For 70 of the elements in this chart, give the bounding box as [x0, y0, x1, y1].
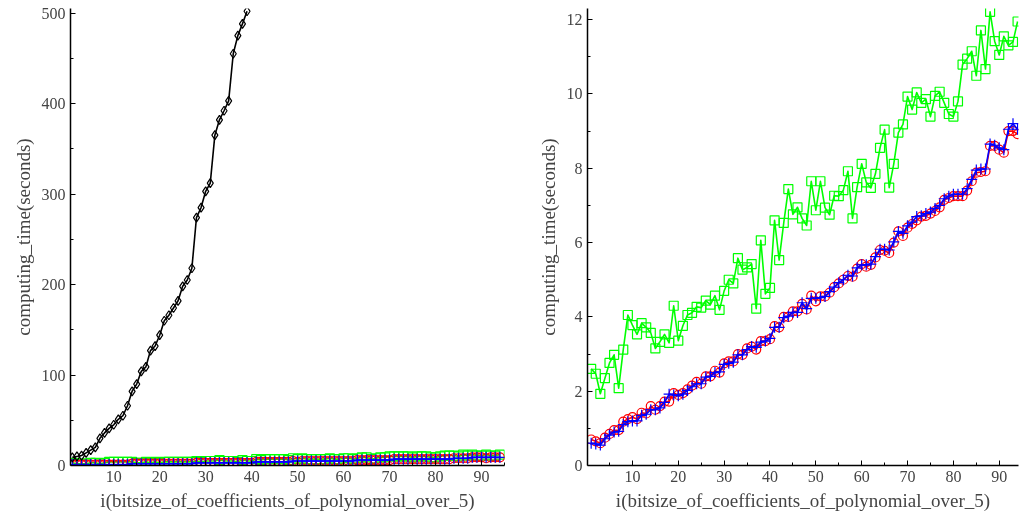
point — [146, 345, 155, 356]
x-tick-label: 50 — [807, 467, 824, 485]
x-tick-label: 40 — [761, 467, 778, 485]
point — [156, 330, 164, 341]
x-tick-label: 10 — [105, 467, 122, 485]
point — [169, 302, 178, 314]
point — [119, 410, 127, 421]
point — [160, 315, 168, 326]
y-tick-label: 200 — [41, 276, 66, 294]
point — [73, 451, 81, 462]
y-tick-label: 8 — [574, 159, 583, 177]
y-tick-label: 4 — [574, 308, 583, 326]
y-tick-label: 300 — [41, 185, 66, 203]
point — [174, 295, 182, 306]
point — [243, 8, 251, 17]
y-tick-label: 6 — [574, 234, 583, 252]
y-tick-label: 12 — [566, 11, 583, 29]
point — [179, 281, 187, 292]
point — [91, 442, 99, 453]
point — [82, 447, 90, 458]
point — [96, 433, 104, 444]
y-tick-label: 10 — [566, 85, 583, 103]
point — [165, 310, 173, 321]
y-tick-label: 2 — [574, 382, 583, 400]
x-axis-title: i(bitsize_of_coefficients_of_polynomial_over_5) — [615, 489, 991, 512]
x-axis-title: i(bitsize_of_coefficients_of_polynomial_over_5) — [100, 489, 475, 512]
y-axis-title: computing_time(seconds) — [537, 138, 560, 336]
x-tick-label: 40 — [243, 467, 260, 485]
y-tick-label: 100 — [41, 366, 66, 384]
y-tick-label: 0 — [574, 457, 583, 474]
point — [105, 423, 113, 434]
x-tick-label: 30 — [197, 467, 214, 485]
x-tick-label: 30 — [716, 467, 733, 485]
point — [229, 48, 237, 59]
x-tick-label: 20 — [151, 467, 168, 485]
point — [238, 18, 247, 29]
point — [87, 445, 95, 456]
point — [128, 386, 136, 397]
x-tick-label: 50 — [289, 467, 306, 485]
x-tick-label: 80 — [427, 467, 444, 485]
point — [114, 414, 122, 425]
point — [197, 202, 205, 213]
x-tick-label: 70 — [381, 467, 398, 485]
point — [188, 263, 196, 274]
x-tick-label: 80 — [945, 467, 962, 485]
point — [123, 400, 132, 411]
x-tick-label: 70 — [899, 467, 916, 485]
x-tick-label: 20 — [670, 467, 687, 485]
point — [220, 105, 228, 116]
point — [206, 178, 214, 189]
point — [211, 130, 219, 141]
point — [225, 95, 233, 106]
point — [215, 114, 224, 125]
y-axis-title: computing_time(seconds) — [12, 138, 35, 336]
x-tick-label: 10 — [624, 467, 641, 485]
x-tick-label: 90 — [991, 467, 1008, 485]
point — [110, 419, 118, 430]
y-tick-label: 500 — [41, 4, 66, 22]
point — [202, 186, 210, 197]
point — [100, 427, 109, 439]
point — [234, 30, 242, 41]
y-tick-label: 400 — [41, 95, 66, 113]
y-tick-label: 0 — [57, 457, 66, 474]
point — [142, 361, 150, 372]
x-tick-label: 60 — [853, 467, 870, 485]
x-tick-label: 60 — [335, 467, 352, 485]
point — [192, 212, 201, 223]
point — [77, 450, 86, 461]
point — [137, 366, 145, 377]
x-tick-label: 90 — [473, 467, 490, 485]
